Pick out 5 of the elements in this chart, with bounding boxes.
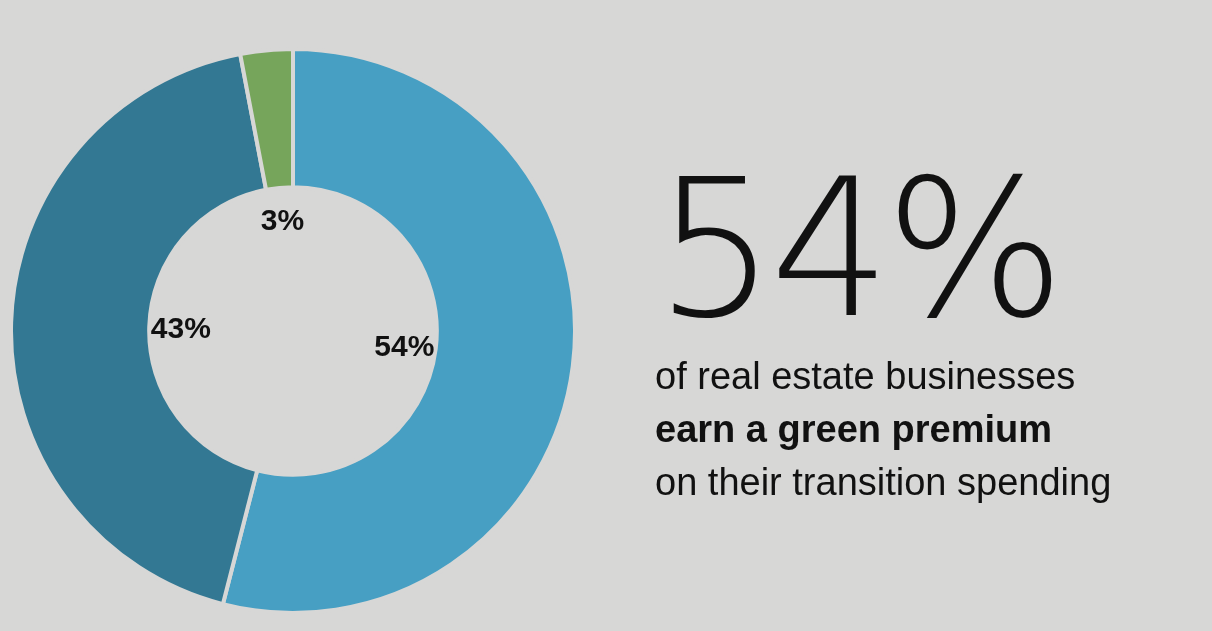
- data-label: 3%: [260, 202, 305, 236]
- text: earn a green premium: [655, 407, 1054, 452]
- text: on their transition spending: [655, 460, 1112, 505]
- data-label: 43%: [150, 310, 211, 344]
- data-label: 54%: [374, 328, 435, 362]
